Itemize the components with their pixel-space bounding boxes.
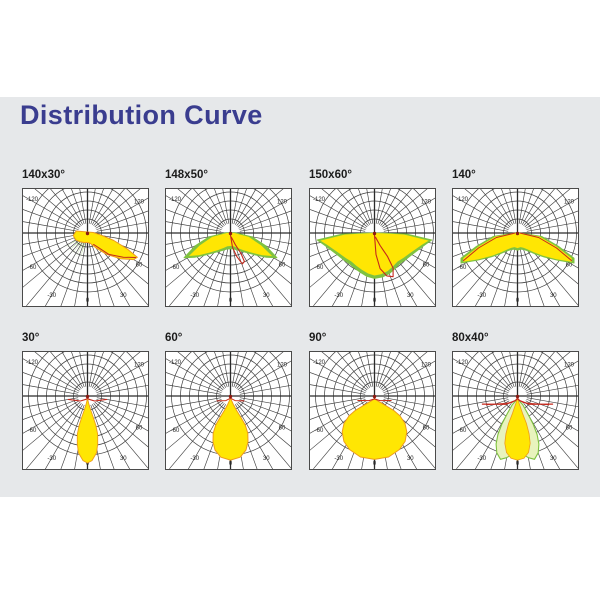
- chart-150x60: 150x60° -120 120 -60 60 -30 30 0: [309, 166, 436, 307]
- svg-text:30: 30: [120, 293, 127, 299]
- svg-text:-30: -30: [334, 293, 343, 299]
- chart-60: 60° -120 120 -60 60 -30 30 0: [165, 329, 292, 470]
- svg-text:0: 0: [516, 461, 520, 467]
- svg-text:0: 0: [86, 298, 90, 304]
- svg-text:-120: -120: [26, 360, 39, 366]
- svg-text:-120: -120: [456, 197, 469, 203]
- svg-text:0: 0: [86, 461, 90, 467]
- polar-plot-80x40: -120 120 -60 60 -30 30 0: [452, 351, 579, 470]
- svg-text:0: 0: [229, 298, 233, 304]
- svg-text:120: 120: [421, 363, 432, 369]
- chart-90: 90° -120 120 -60 60 -30 30 0: [309, 329, 436, 470]
- chart-label: 80x40°: [452, 332, 489, 344]
- polar-plot-140x30: -120 120 -60 60 -30 30 0: [22, 188, 149, 307]
- svg-text:-120: -120: [169, 360, 182, 366]
- svg-text:120: 120: [134, 363, 145, 369]
- chart-80x40: 80x40° -120 120 -60 60 -30 30 0: [452, 329, 579, 470]
- chart-148x50: 148x50° -120 120 -60 60 -30 30 0: [165, 166, 292, 307]
- chart-label: 150x60°: [309, 169, 352, 181]
- svg-text:30: 30: [120, 456, 127, 462]
- polar-plot-60: -120 120 -60 60 -30 30 0: [165, 351, 292, 470]
- svg-text:-60: -60: [458, 265, 467, 271]
- svg-text:-60: -60: [315, 428, 324, 434]
- svg-text:60: 60: [136, 262, 143, 268]
- svg-text:-30: -30: [190, 293, 199, 299]
- svg-text:-120: -120: [26, 197, 39, 203]
- svg-text:-30: -30: [477, 293, 486, 299]
- chart-label: 90°: [309, 332, 327, 344]
- svg-text:-30: -30: [477, 456, 486, 462]
- svg-text:60: 60: [566, 262, 573, 268]
- svg-text:60: 60: [279, 425, 286, 431]
- svg-text:0: 0: [229, 461, 233, 467]
- svg-text:-60: -60: [458, 428, 467, 434]
- svg-text:-120: -120: [313, 197, 326, 203]
- polar-plot-148x50: -120 120 -60 60 -30 30 0: [165, 188, 292, 307]
- svg-text:-30: -30: [47, 456, 56, 462]
- svg-text:120: 120: [134, 200, 145, 206]
- polar-plot-140: -120 120 -60 60 -30 30 0: [452, 188, 579, 307]
- chart-label: 140°: [452, 169, 476, 181]
- svg-text:60: 60: [566, 425, 573, 431]
- svg-text:120: 120: [277, 200, 288, 206]
- svg-text:-60: -60: [315, 265, 324, 271]
- svg-text:30: 30: [550, 456, 557, 462]
- svg-text:120: 120: [564, 363, 575, 369]
- svg-text:-120: -120: [169, 197, 182, 203]
- svg-text:120: 120: [421, 200, 432, 206]
- chart-label: 148x50°: [165, 169, 208, 181]
- svg-text:-120: -120: [313, 360, 326, 366]
- svg-text:-60: -60: [171, 265, 180, 271]
- svg-text:30: 30: [263, 293, 270, 299]
- svg-text:0: 0: [373, 298, 377, 304]
- svg-text:-30: -30: [47, 293, 56, 299]
- svg-text:30: 30: [550, 293, 557, 299]
- svg-text:0: 0: [373, 461, 377, 467]
- page-title: Distribution Curve: [20, 100, 263, 130]
- polar-plot-90: -120 120 -60 60 -30 30 0: [309, 351, 436, 470]
- svg-text:30: 30: [407, 293, 414, 299]
- svg-text:-60: -60: [171, 428, 180, 434]
- chart-label: 140x30°: [22, 169, 65, 181]
- svg-text:30: 30: [407, 456, 414, 462]
- svg-text:60: 60: [279, 262, 286, 268]
- svg-text:60: 60: [136, 425, 143, 431]
- chart-140: 140° -120 120 -60 60 -30 30 0: [452, 166, 579, 307]
- svg-text:120: 120: [277, 363, 288, 369]
- svg-text:-30: -30: [334, 456, 343, 462]
- polar-plot-150x60: -120 120 -60 60 -30 30 0: [309, 188, 436, 307]
- svg-text:120: 120: [564, 200, 575, 206]
- chart-30: 30° -120 120 -60 60 -30 30 0: [22, 329, 149, 470]
- svg-text:30: 30: [263, 456, 270, 462]
- svg-text:-30: -30: [190, 456, 199, 462]
- chart-label: 60°: [165, 332, 183, 344]
- svg-text:-120: -120: [456, 360, 469, 366]
- chart-140x30: 140x30° -120 120 -60 60 -30 30 0: [22, 166, 149, 307]
- svg-text:-60: -60: [28, 428, 37, 434]
- chart-label: 30°: [22, 332, 40, 344]
- svg-text:60: 60: [423, 425, 430, 431]
- svg-text:0: 0: [516, 298, 520, 304]
- svg-text:-60: -60: [28, 265, 37, 271]
- svg-text:60: 60: [423, 262, 430, 268]
- polar-plot-30: -120 120 -60 60 -30 30 0: [22, 351, 149, 470]
